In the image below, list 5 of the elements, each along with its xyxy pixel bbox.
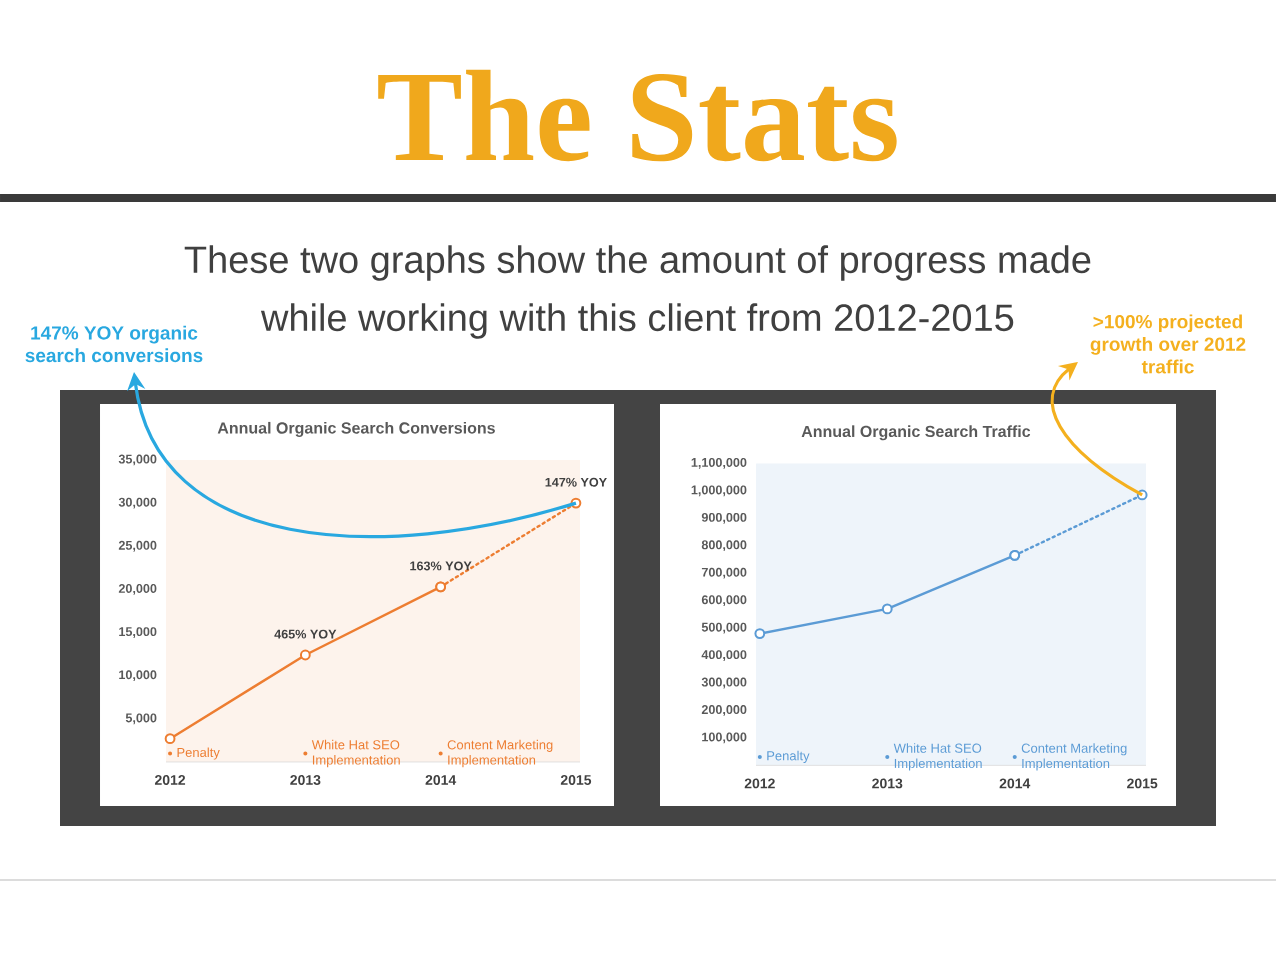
text: >100% projected growth over 2012 traffic — [1090, 314, 1246, 374]
chart-title: Annual Organic Search Conversions — [217, 421, 495, 437]
chart-title: Annual Organic Search Traffic — [801, 425, 1031, 441]
text: 147% YOY organic search conversions — [25, 325, 203, 363]
text: The Stats — [378, 69, 897, 162]
